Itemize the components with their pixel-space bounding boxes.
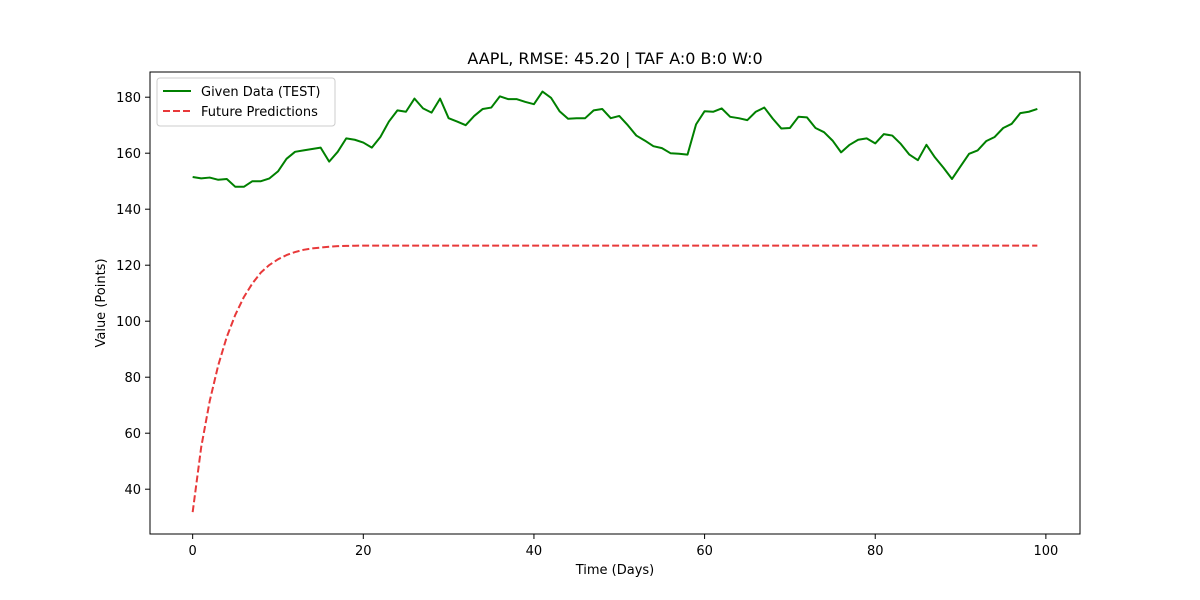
plot-area bbox=[150, 72, 1080, 534]
plot-frame bbox=[149, 71, 1081, 535]
y-axis: 40 60 80 100 120 140 160 180 bbox=[116, 91, 150, 498]
x-tick-label: 80 bbox=[867, 544, 884, 559]
series-line-given-data-test bbox=[192, 90, 1038, 188]
y-tick-label: 160 bbox=[116, 147, 141, 162]
x-tick-label: 100 bbox=[1033, 544, 1058, 559]
y-tick-label: 80 bbox=[124, 371, 141, 386]
x-tick-label: 0 bbox=[189, 544, 197, 559]
x-axis-label: Time (Days) bbox=[575, 563, 655, 578]
legend-box bbox=[156, 77, 336, 127]
legend-label-future-predictions: Future Predictions bbox=[201, 105, 318, 120]
y-tick-label: 40 bbox=[124, 483, 141, 498]
series-line-future-predictions bbox=[191, 244, 1038, 513]
legend: Given Data (TEST) Future Predictions bbox=[156, 77, 336, 127]
x-axis: 0 20 40 60 80 100 bbox=[189, 534, 1058, 559]
y-axis-label: Value (Points) bbox=[94, 258, 109, 347]
y-tick-label: 120 bbox=[116, 259, 141, 274]
plot-background bbox=[150, 72, 1080, 534]
y-tick-label: 180 bbox=[116, 91, 141, 106]
y-tick-label: 60 bbox=[124, 427, 141, 442]
series-layer bbox=[191, 90, 1038, 513]
x-tick-label: 20 bbox=[355, 544, 372, 559]
x-tick-label: 40 bbox=[526, 544, 543, 559]
y-tick-label: 100 bbox=[116, 315, 141, 330]
chart-title: AAPL, RMSE: 45.20 | TAF A:0 B:0 W:0 bbox=[467, 49, 762, 68]
x-tick-label: 60 bbox=[696, 544, 713, 559]
legend-label-given-data: Given Data (TEST) bbox=[201, 85, 320, 100]
y-tick-label: 140 bbox=[116, 203, 141, 218]
